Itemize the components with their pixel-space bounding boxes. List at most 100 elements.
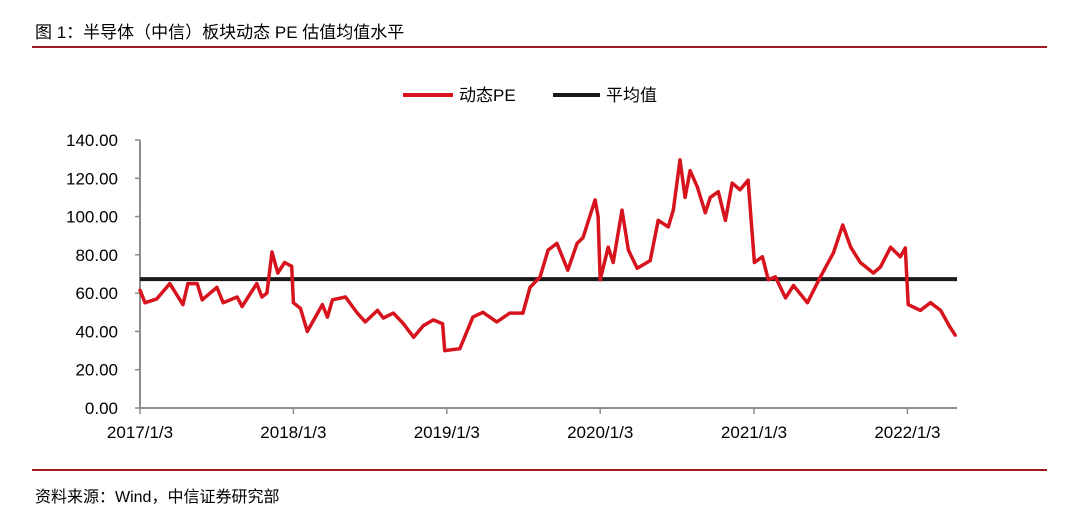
pe-data-point (791, 283, 796, 288)
pe-data-point (703, 211, 707, 215)
source-note: 资料来源：Wind，中信证券研究部 (35, 489, 280, 506)
pe-data-point (401, 322, 406, 326)
pe-data-point (481, 310, 485, 314)
pe-data-point (235, 295, 239, 299)
pe-data-point (320, 303, 324, 307)
pe-data-point (648, 259, 652, 263)
pe-data-point (521, 311, 525, 315)
pe-data-point (723, 218, 728, 222)
pe-data-point (343, 295, 348, 299)
title-divider (32, 46, 1047, 48)
x-tick-label: 2022/1/3 (874, 423, 940, 442)
pe-data-point (421, 324, 425, 328)
pe-data-point (443, 348, 447, 353)
x-tick-label: 2018/1/3 (260, 423, 326, 442)
pe-data-point (240, 304, 244, 309)
x-tick-label: 2019/1/3 (414, 423, 480, 442)
pe-data-point (858, 260, 862, 265)
pe-data-point (411, 335, 416, 339)
pe-data-point (138, 288, 142, 292)
pe-data-point (330, 298, 335, 302)
pe-data-point (766, 278, 770, 282)
pe-data-point (656, 218, 660, 222)
pe-data-point (255, 281, 259, 286)
pe-data-point (325, 315, 330, 319)
pe-data-point (871, 271, 875, 275)
pe-data-point (716, 190, 720, 194)
x-tick-label: 2021/1/3 (721, 423, 787, 442)
pe-data-point (391, 311, 396, 315)
pe-data-point (155, 297, 159, 301)
pe-data-point (458, 347, 462, 351)
pe-data-point (355, 311, 359, 315)
pe-data-point (953, 333, 957, 337)
pe-series-line (138, 158, 957, 353)
legend: 动态PE 平均值 (403, 86, 657, 105)
pe-data-point (270, 250, 274, 254)
pe-data-point (688, 169, 692, 173)
pe-data-point (948, 326, 952, 330)
y-tick-label: 60.00 (75, 284, 118, 303)
x-tick-label: 2020/1/3 (567, 423, 633, 442)
pe-data-point (598, 278, 602, 282)
pe-data-point (265, 291, 269, 295)
pe-data-point (305, 329, 309, 334)
pe-data-point (282, 260, 287, 265)
pe-data-point (596, 214, 600, 219)
pe-data-point (746, 178, 750, 182)
y-tick-label: 120.00 (66, 169, 118, 188)
pe-data-point (291, 301, 295, 305)
pe-data-point (381, 316, 385, 320)
pe-data-point (918, 308, 923, 312)
pe-data-point (528, 285, 532, 289)
pe-data-point (752, 260, 757, 265)
y-tick-label: 40.00 (75, 322, 118, 341)
pe-data-point (290, 264, 294, 268)
pe-data-point (683, 195, 687, 200)
pe-data-point (581, 236, 585, 240)
pe-data-point (906, 303, 910, 307)
pe-data-point (738, 188, 742, 192)
pe-data-point (898, 255, 902, 259)
pe-data-point (200, 298, 204, 302)
pe-data-point (678, 158, 682, 162)
pe-data-point (773, 275, 778, 279)
pe-data-point (471, 315, 475, 319)
pe-data-point (849, 245, 853, 249)
pe-data-point (276, 271, 280, 275)
pe-data-point (730, 181, 734, 185)
pe-data-point (575, 241, 579, 245)
pe-data-point (635, 266, 639, 270)
pe-data-point (375, 308, 380, 312)
pe-data-point (431, 318, 435, 322)
source-divider (32, 469, 1047, 471)
pe-data-point (538, 275, 542, 279)
pe-data-point (805, 301, 809, 305)
pe-data-point (611, 260, 615, 265)
pe-data-point (903, 246, 907, 250)
y-tick-label: 0.00 (85, 399, 118, 418)
pe-data-point (888, 245, 893, 249)
legend-label-pe: 动态PE (459, 86, 516, 105)
pe-data-point (143, 301, 147, 305)
pe-data-point (695, 185, 699, 189)
pe-data-point (818, 275, 823, 279)
pe-data-point (939, 308, 943, 312)
pe-data-point (508, 311, 512, 315)
pe-data-point (783, 296, 788, 300)
pe-data-point (260, 295, 264, 299)
pe-data-point (831, 251, 836, 255)
pe-data-point (606, 245, 610, 249)
pe-data-point (546, 248, 550, 252)
pe-data-point (626, 248, 630, 252)
pe-data-point (928, 301, 933, 305)
pe-data-point (878, 265, 883, 269)
pe-data-point (666, 225, 670, 229)
pe-data-point (440, 322, 445, 326)
pe-data-point (593, 198, 597, 202)
pe-data-point (708, 195, 712, 200)
pe-data-point (298, 306, 303, 311)
pe-data-point (671, 208, 675, 212)
pe-data-point (363, 320, 367, 324)
pe-data-point (620, 208, 624, 212)
